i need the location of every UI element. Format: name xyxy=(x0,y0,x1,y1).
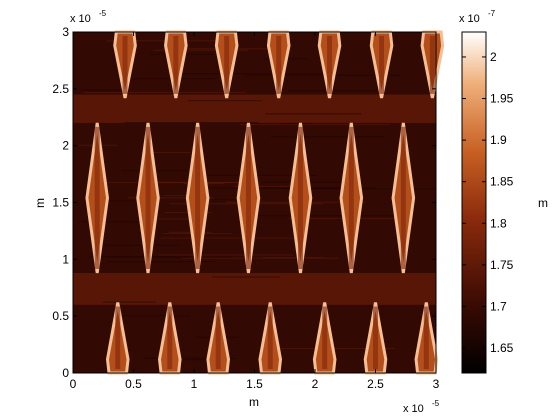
colorbar-tick-label: 2 xyxy=(490,50,497,64)
scan-streak xyxy=(139,95,174,97)
scan-streak xyxy=(245,74,402,76)
scan-streak xyxy=(121,170,207,172)
scan-streak xyxy=(181,257,339,259)
x-axis-label: m xyxy=(249,395,259,409)
colorbar-tick-label: 1.65 xyxy=(490,341,514,355)
colorbar-multiplier-base: x 10 xyxy=(459,13,480,25)
x-tick-label: 2.5 xyxy=(367,377,384,391)
diamond-feature xyxy=(420,30,445,99)
scan-streak xyxy=(121,78,215,80)
heatmap-plot xyxy=(72,30,445,375)
colorbar-multiplier-exp: -7 xyxy=(488,9,496,18)
y-tick-label: 2 xyxy=(62,139,69,153)
x-multiplier-exp: -5 xyxy=(432,399,440,408)
x-multiplier-base: x 10 xyxy=(403,403,424,415)
colorbar-tick-label: 1.95 xyxy=(490,92,514,106)
terrace-bands xyxy=(73,94,436,305)
scan-streak xyxy=(281,122,313,124)
y-tick-label: 0.5 xyxy=(52,309,69,323)
scan-streak xyxy=(169,231,212,233)
scan-streak xyxy=(89,182,256,184)
scan-streak xyxy=(124,122,259,124)
scan-streak xyxy=(143,357,236,359)
x-tick-label: 1 xyxy=(191,377,198,391)
colorbar-label: m xyxy=(538,196,548,210)
scan-streak xyxy=(111,315,191,317)
y-multiplier-exp: -5 xyxy=(99,9,107,18)
y-tick-label: 2.5 xyxy=(52,82,69,96)
scan-streak xyxy=(102,301,156,303)
x-tick-label: 1.5 xyxy=(246,377,263,391)
scan-streak xyxy=(160,237,297,239)
diamond-feature xyxy=(185,122,210,274)
scan-streak xyxy=(262,257,325,259)
terrace-band xyxy=(73,272,436,305)
scan-streak xyxy=(158,254,294,256)
diamond-feature xyxy=(236,122,261,274)
scan-streak xyxy=(193,187,350,189)
diamond-feature xyxy=(288,122,313,274)
x-tick-label: 0.5 xyxy=(125,377,142,391)
y-axis-multiplier: x 10 -5 xyxy=(70,9,107,25)
scan-streak xyxy=(195,199,242,201)
scan-streak xyxy=(81,89,123,91)
scan-streak xyxy=(163,195,195,197)
scan-streak xyxy=(185,359,220,361)
y-multiplier-base: x 10 xyxy=(70,13,91,25)
x-axis-multiplier: x 10 -5 xyxy=(403,399,440,415)
scan-streak xyxy=(187,100,263,102)
colorbar-tick-label: 1.8 xyxy=(490,216,507,230)
x-tick-label: 2 xyxy=(312,377,319,391)
x-tick-label: 3 xyxy=(433,377,440,391)
scan-streak xyxy=(149,151,191,153)
y-axis: 0 0.5 1 1.5 2 2.5 3 xyxy=(52,25,436,380)
colorbar-tick-label: 1.7 xyxy=(490,299,507,313)
scan-streak xyxy=(84,200,154,202)
scan-streak xyxy=(253,215,402,217)
diamond-feature xyxy=(339,122,364,274)
diamond-feature xyxy=(391,122,416,274)
scan-streak xyxy=(158,105,285,107)
colorbar-tick-label: 1.75 xyxy=(490,258,514,272)
colorbar-tick-label: 1.85 xyxy=(490,175,514,189)
x-tick-label: 0 xyxy=(70,377,77,391)
y-tick-label: 1.5 xyxy=(52,196,69,210)
y-tick-label: 0 xyxy=(62,366,69,380)
scan-streak xyxy=(83,92,246,94)
colorbar-ticks: 1.65 1.7 1.75 1.8 1.85 1.9 1.95 2 xyxy=(462,50,514,355)
scan-streak xyxy=(169,73,334,75)
scan-streak xyxy=(212,276,280,278)
colorbar-gradient xyxy=(461,31,487,374)
diamond-feature xyxy=(85,122,109,274)
scan-streak xyxy=(265,113,362,115)
colorbar: 1.65 1.7 1.75 1.8 1.85 1.9 1.95 2 x 10 -7 m xyxy=(459,9,548,374)
y-tick-label: 3 xyxy=(62,25,69,39)
scan-streak xyxy=(107,261,216,263)
scan-streak xyxy=(127,197,214,199)
y-axis-label: m xyxy=(33,198,47,208)
diamond-feature xyxy=(136,122,160,274)
x-axis: 0 0.5 1 1.5 2 2.5 3 xyxy=(70,32,440,391)
scan-streak xyxy=(144,218,197,220)
scan-streak xyxy=(78,221,154,223)
scan-streak xyxy=(287,90,381,92)
scan-streak xyxy=(106,256,232,258)
diamond-features xyxy=(85,30,445,375)
y-tick-label: 1 xyxy=(62,252,69,266)
scan-streak xyxy=(91,244,179,246)
scan-streak xyxy=(239,124,391,126)
colorbar-tick-label: 1.9 xyxy=(490,133,507,147)
terrace-band xyxy=(73,94,436,123)
scan-streak xyxy=(233,185,312,187)
scan-streak xyxy=(270,136,385,138)
scan-streak xyxy=(153,49,249,51)
scan-streak xyxy=(216,94,279,96)
